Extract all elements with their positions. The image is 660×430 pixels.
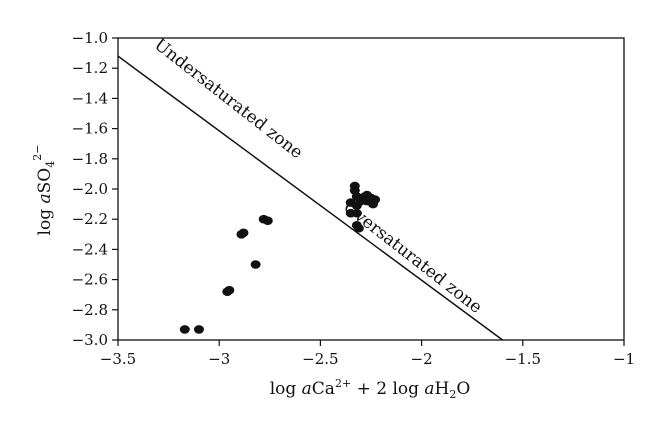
data-point [262, 216, 273, 226]
y-tick-label: −2.2 [72, 210, 108, 228]
y-tick-label: −3.0 [72, 331, 108, 349]
data-point [238, 228, 249, 238]
y-tick-label: −1.0 [72, 29, 108, 47]
data-point [351, 208, 362, 218]
axes-layer: −3.5 −3 −2.5 −2 −1.5 −1 −1.0 −1.2 −1.4 −1.6 −1.8 −2… [72, 29, 636, 368]
data-point [250, 260, 261, 269]
data-point [179, 325, 190, 334]
data-point [370, 195, 381, 204]
data-point [349, 181, 360, 191]
y-tick-label: −1.4 [72, 89, 108, 107]
y-tick-label: −2.0 [72, 180, 108, 198]
oversaturated-zone-label: Oversaturated zone [339, 197, 485, 317]
y-axis-title: log aSO42− [31, 145, 57, 236]
x-tick-label: −1.5 [505, 350, 541, 368]
undersaturated-zone-label: Undersaturated zone [150, 35, 306, 163]
x-tick-label: −1 [613, 350, 635, 368]
x-tick-label: −3.5 [100, 350, 136, 368]
x-axis-title: log aCa2+ + 2 log aH2O [270, 377, 471, 401]
y-tick-label: −1.6 [72, 120, 108, 138]
data-point [224, 285, 235, 295]
y-tick-label: −2.8 [72, 301, 108, 319]
y-tick-label: −1.2 [72, 59, 108, 77]
y-tick-label: −2.6 [72, 271, 108, 289]
saturation-boundary-line [117, 55, 504, 341]
data-point [193, 325, 204, 334]
x-tick-label: −2 [411, 350, 433, 368]
data-points-layer [179, 181, 381, 334]
x-tick-label: −2.5 [302, 350, 338, 368]
boundary-layer: Undersaturated zone Oversaturated zone [117, 35, 504, 341]
y-tick-label: −1.8 [72, 150, 108, 168]
data-point [353, 223, 364, 233]
y-tick-label: −2.4 [72, 240, 108, 258]
x-tick-label: −3 [208, 350, 230, 368]
